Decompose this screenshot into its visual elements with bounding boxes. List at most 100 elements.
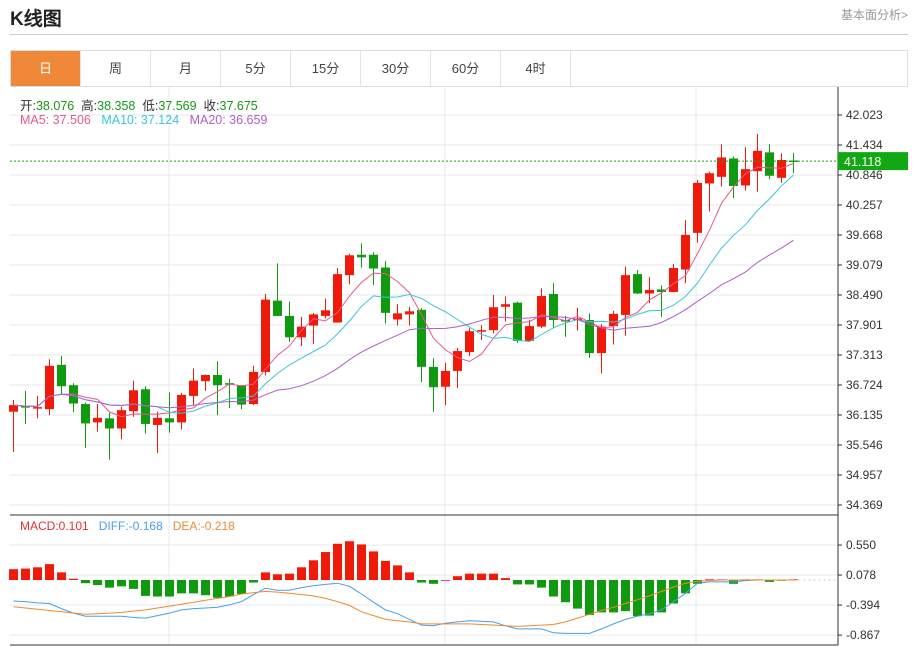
candle-body [417,309,426,367]
diff-line [13,579,794,634]
tab-15min[interactable]: 15分 [291,51,361,86]
candle [561,315,570,337]
candle-body [261,299,270,372]
macd-bar [345,541,354,580]
candle [381,260,390,324]
high-label: 高: [81,99,98,113]
candle [237,385,246,410]
candle [441,362,450,406]
macd-bar [177,580,186,594]
macd-bar [201,580,210,596]
candle [285,301,294,342]
candle-body [717,157,726,177]
candle [453,348,462,389]
macd-bar [33,567,42,580]
ma-info: MA5: 37.506 MA10: 37.124 MA20: 36.659 [20,113,267,127]
macd-bar [621,580,630,612]
candle [717,144,726,187]
candle [741,147,750,191]
macd-bar [129,580,138,589]
macd-bar [357,544,366,580]
macd-tick-label: -0.867 [846,628,880,642]
macd-bar [513,580,522,585]
macd-bar [645,580,654,616]
candle-body [705,173,714,184]
candle-body [333,274,342,323]
candle-body [681,234,690,270]
price-tick-label: 40.257 [846,198,883,212]
tab-60min[interactable]: 60分 [431,51,501,86]
candle [57,356,66,395]
ma10-value: MA10: 37.124 [101,113,180,127]
close-label: 收: [203,99,220,113]
candle [645,277,654,304]
fundamental-analysis-link[interactable]: 基本面分析> [840,8,908,22]
candle [705,171,714,212]
candle [537,288,546,329]
candle [345,253,354,285]
candle [33,395,42,419]
tab-day[interactable]: 日 [11,51,81,86]
macd-bar [225,580,234,597]
candle [753,134,762,192]
candle-body [441,370,450,387]
candle [333,268,342,323]
candle [261,294,270,376]
candle [213,361,222,416]
candle [477,325,486,340]
macd-bar [297,567,306,580]
macd-bar [141,580,150,596]
macd-bar [93,580,102,586]
candle-body [201,375,210,382]
tab-4h[interactable]: 4时 [501,51,571,86]
candle-body [513,302,522,341]
macd-bar [465,573,474,580]
candle [189,368,198,406]
candle [465,328,474,357]
candle [21,390,30,424]
macd-bar [45,564,54,580]
tab-week[interactable]: 周 [81,51,151,86]
candle-body [741,169,750,186]
candle [489,295,498,334]
macd-bar [501,578,510,580]
price-tick-label: 42.023 [846,108,883,122]
price-tick-label: 37.313 [846,348,883,362]
candle-body [453,351,462,371]
candle-body [765,152,774,176]
macd-bar [237,580,246,594]
candle-body [405,311,414,315]
candle-body [465,331,474,353]
tab-5min[interactable]: 5分 [221,51,291,86]
candle-body [189,380,198,396]
candle [201,374,210,391]
macd-bar [69,578,78,580]
candle-body [33,407,42,409]
last-price-badge [838,152,908,171]
dea-line [13,579,794,627]
candle-body [285,315,294,338]
tab-30min[interactable]: 30分 [361,51,431,86]
candle-body [237,385,246,405]
macd-bar [429,580,438,584]
candle-body [429,366,438,388]
tab-month[interactable]: 月 [151,51,221,86]
macd-bar [477,573,486,580]
macd-bar [9,569,18,580]
macd-bar [453,576,462,580]
candle [93,404,102,432]
low-value: 37.569 [158,99,197,113]
macd-bar [21,568,30,580]
candle [249,365,258,406]
candle-body [321,310,330,316]
macd-bar [597,580,606,613]
price-tick-label: 37.901 [846,318,883,332]
candle-body [621,275,630,315]
candle-body [585,319,594,354]
candle [765,144,774,180]
candle-body [609,313,618,327]
candle-body [693,182,702,233]
candle [789,152,798,174]
ohlc-info: 开:38.076 高:38.358 低:37.569 收:37.675 [20,95,258,114]
